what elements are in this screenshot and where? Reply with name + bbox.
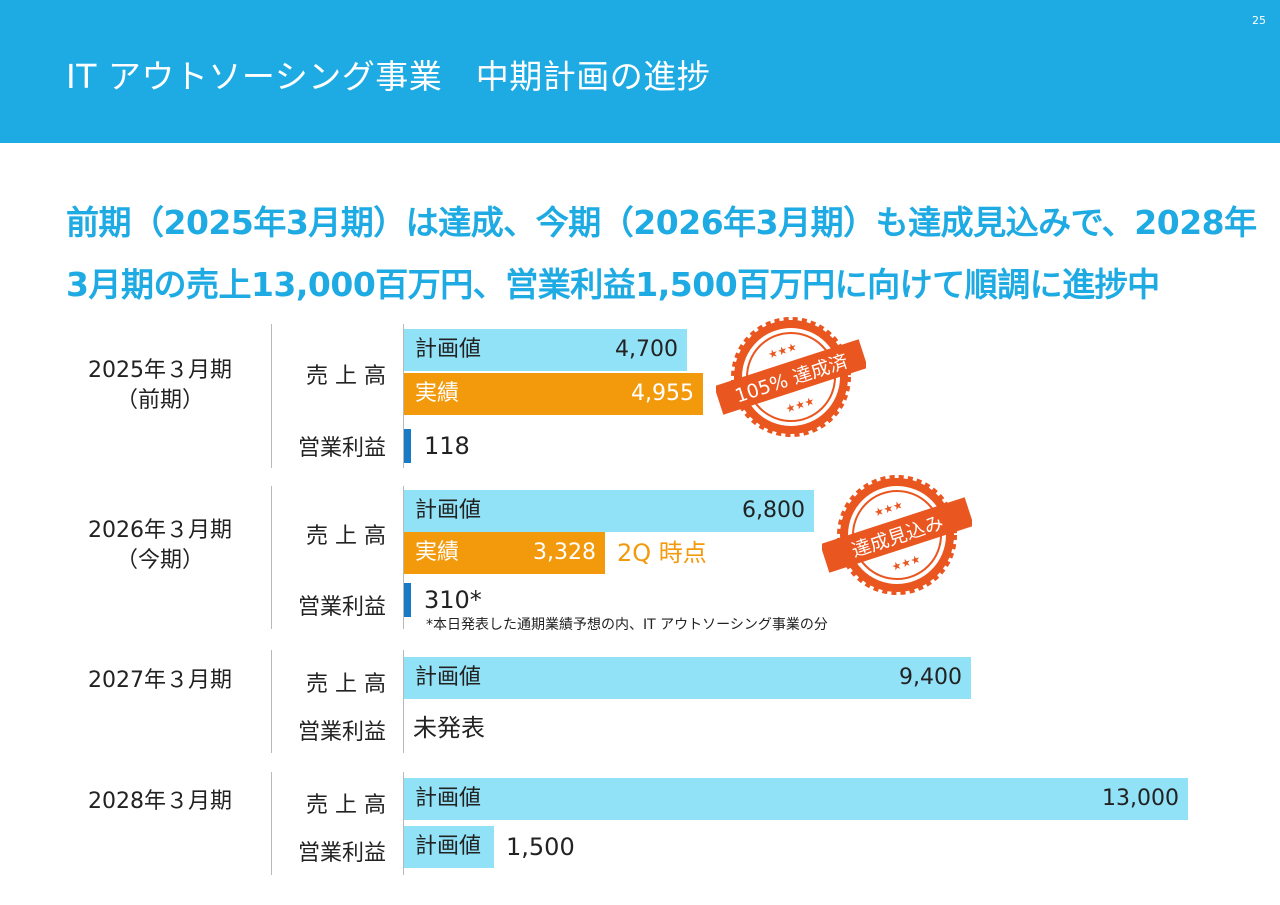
period-2025-axis [403,324,404,468]
bar-2026-actual-value: 3,328 [533,540,596,565]
period-2026-profit-label: 営業利益 [297,595,386,620]
bar-2028-plan: 計画値 13,000 [404,778,1188,820]
bar-2028-profit-plan: 計画値 [404,826,494,868]
period-2026-sales-label: 売 上 高 [306,524,386,549]
profit-2026-footnote: *本日発表した通期業績予想の内、IT アウトソーシング事業の分 [426,617,828,633]
profit-2025-value: 118 [424,432,470,460]
profit-2027-value: 未発表 [413,714,485,742]
page-number: 25 [1252,14,1266,27]
bar-2026-actual: 実績 3,328 [404,532,605,574]
bar-2028-plan-value: 13,000 [1102,786,1179,811]
period-2028-axis [403,772,404,875]
period-2027-profit-label: 営業利益 [297,720,386,745]
period-2026-year: 2026年３月期 [88,518,232,543]
bar-2027-plan-label: 計画値 [415,665,482,690]
headline-line-1: 前期（2025年3月期）は達成、今期（2026年3月期）も達成見込みで、2028… [66,203,1257,242]
bar-2028-profit-plan-label: 計画値 [415,834,482,859]
bar-2025-plan: 計画値 4,700 [404,329,687,371]
period-2026-divider [271,486,272,629]
bar-2025-actual-label: 実績 [415,381,460,406]
headline-line-2: 3月期の売上13,000百万円、営業利益1,500百万円に向けて順調に進捗中 [66,265,1160,304]
period-2025-sales-label: 売 上 高 [306,364,386,389]
page-title: IT アウトソーシング事業 中期計画の進捗 [66,57,711,96]
period-2027-year: 2027年３月期 [88,668,232,693]
period-2026-sub: （今期） [115,548,204,573]
bar-2026-actual-note: 2Q 時点 [617,539,707,567]
period-2028-year: 2028年３月期 [88,789,232,814]
period-2027-axis [403,650,404,753]
period-2026: 2026年３月期 （今期） [60,516,260,576]
period-2025: 2025年３月期 （前期） [60,356,260,416]
profit-2026-value: 310* [424,586,482,614]
period-2025-divider [271,324,272,468]
period-2028-divider [271,772,272,875]
period-2027-sales-label: 売 上 高 [306,672,386,697]
bar-2027-plan-value: 9,400 [899,665,962,690]
bar-2025-actual-value: 4,955 [631,381,694,406]
bar-2025-plan-value: 4,700 [615,337,678,362]
period-2027-divider [271,650,272,753]
period-2028-sales-label: 売 上 高 [306,793,386,818]
bar-2028-plan-label: 計画値 [415,786,482,811]
period-2025-year: 2025年３月期 [88,358,232,383]
profit-2025-tick [404,429,411,463]
stamp-2025: 105% 達成済 ★★★ ★★★ [716,317,866,437]
period-2025-profit-label: 営業利益 [297,436,386,461]
bar-2026-plan: 計画値 6,800 [404,490,814,532]
bar-2025-plan-label: 計画値 [415,337,482,362]
bar-2025-actual: 実績 4,955 [404,373,703,415]
stamp-2026: 達成見込み ★★★ ★★★ [822,475,972,595]
period-2027: 2027年３月期 [60,666,260,696]
bar-2026-plan-value: 6,800 [742,498,805,523]
bar-2027-plan: 計画値 9,400 [404,657,971,699]
profit-2028-value: 1,500 [506,833,575,861]
period-2028-profit-label: 営業利益 [297,841,386,866]
header-band: IT アウトソーシング事業 中期計画の進捗 25 [0,0,1280,143]
period-2028: 2028年３月期 [60,787,260,817]
profit-2026-tick [404,583,411,617]
period-2026-axis [403,486,404,629]
bar-2026-plan-label: 計画値 [415,498,482,523]
period-2025-sub: （前期） [115,388,204,413]
bar-2026-actual-label: 実績 [415,540,460,565]
